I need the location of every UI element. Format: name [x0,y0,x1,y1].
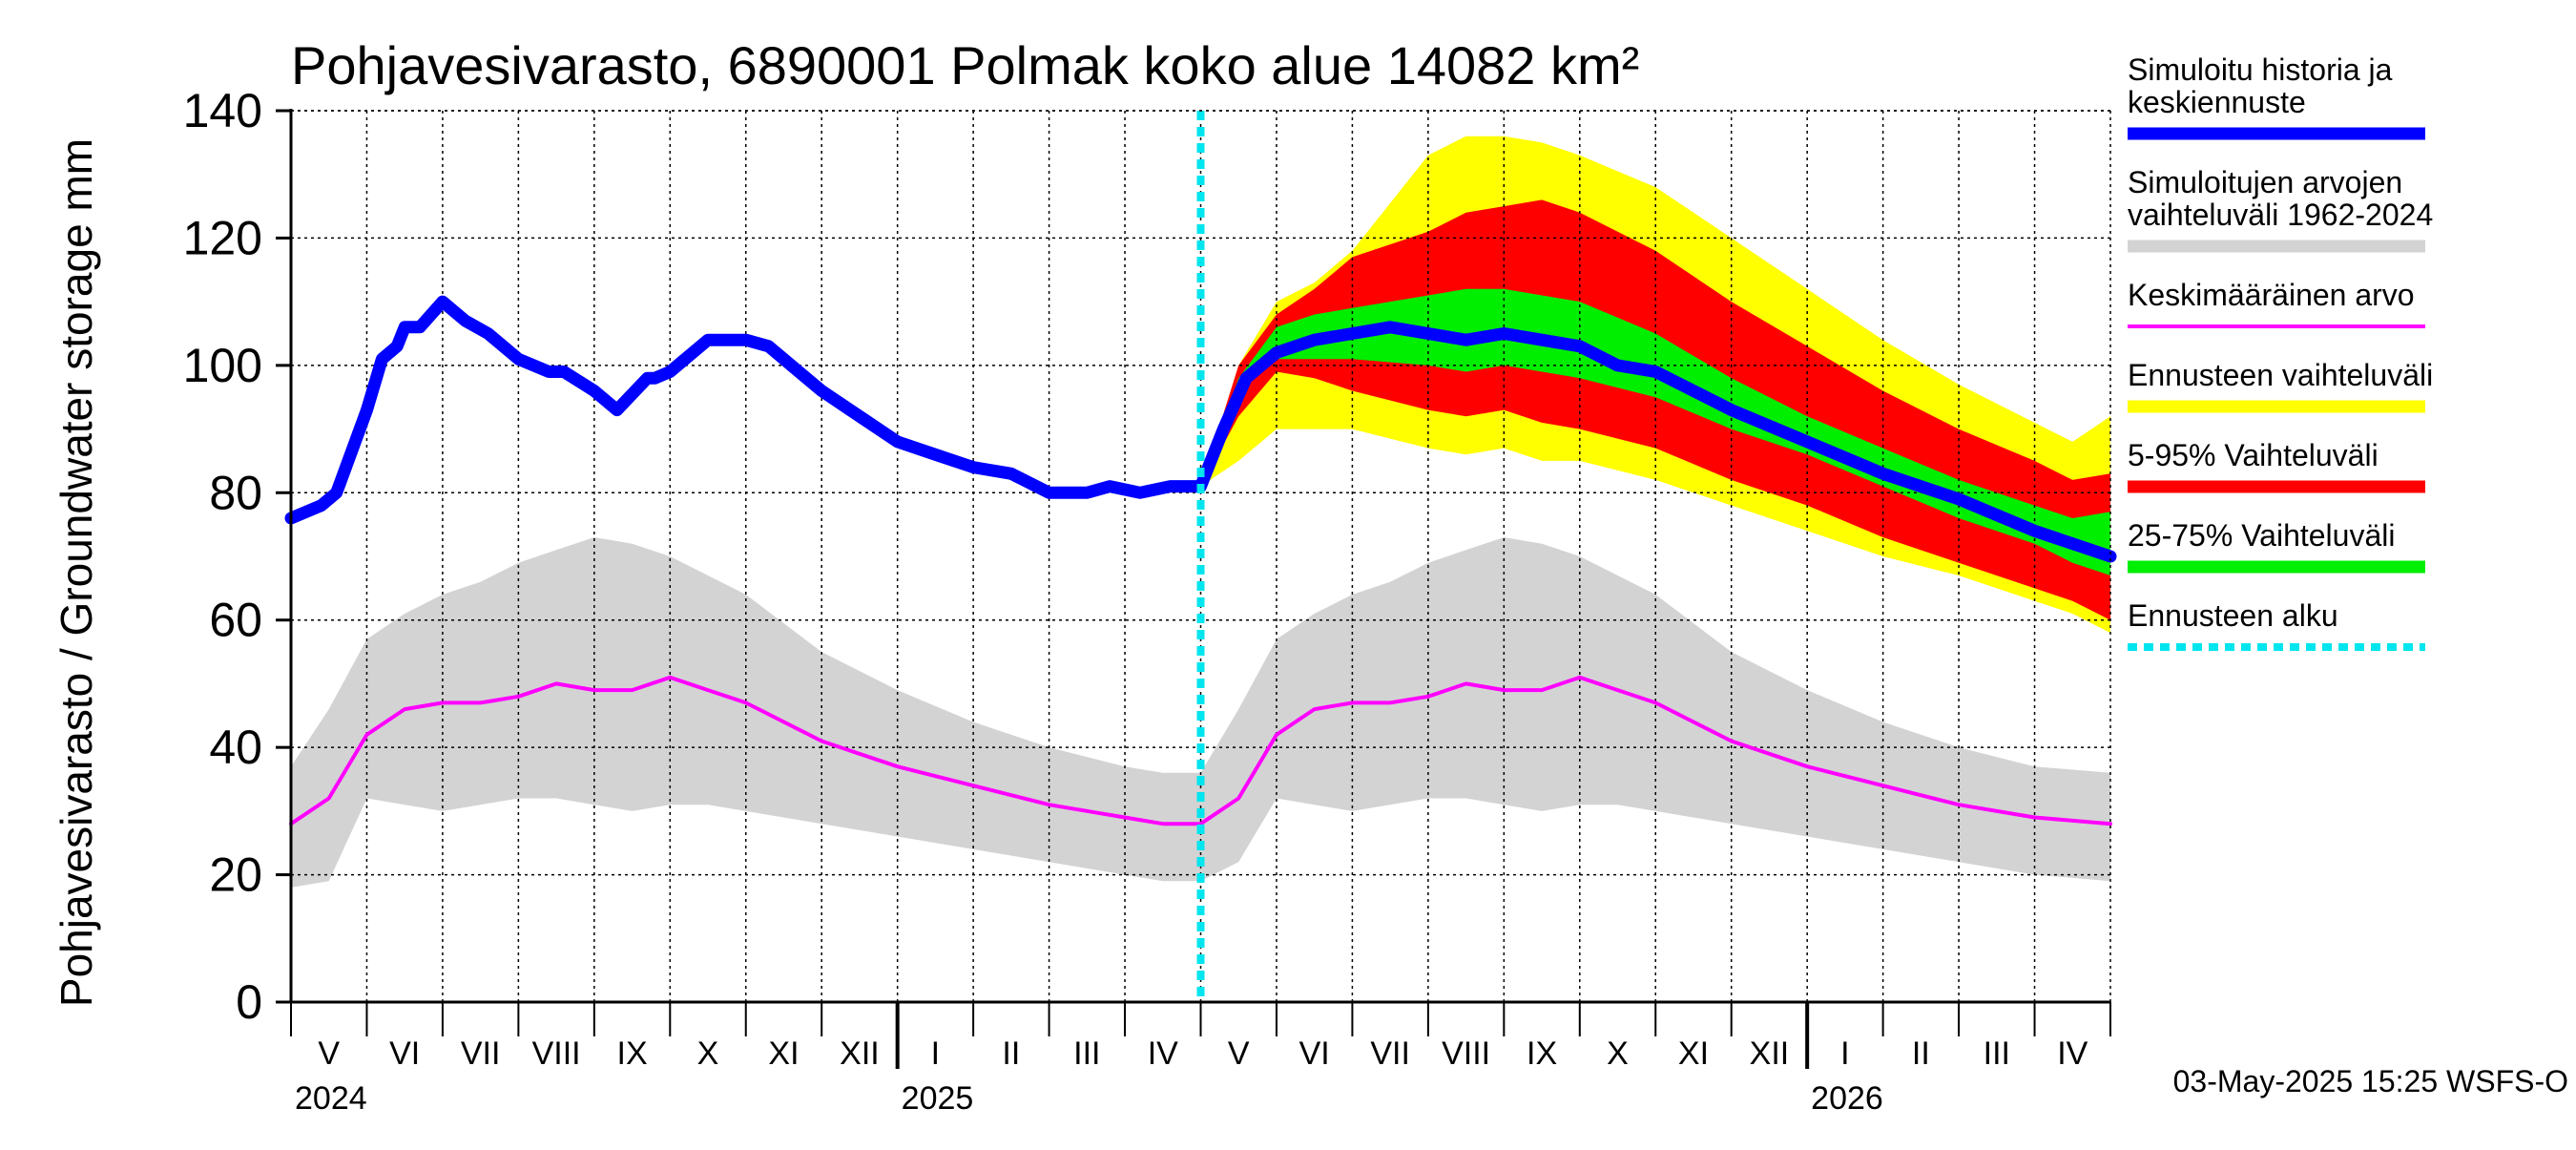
timestamp-footer: 03-May-2025 15:25 WSFS-O [2173,1064,2568,1098]
legend-label-range: Simuloitujen arvojen [2128,165,2402,199]
simulated-line [284,295,2117,563]
x-year-label-2024: 2024 [295,1080,367,1117]
y-tick-label-120: 120 [183,211,262,264]
x-month-label-10: III [1073,1035,1100,1072]
y-tick-label-20: 20 [209,848,262,902]
x-month-label-13: VI [1299,1035,1330,1072]
legend-label-sim-1: keskiennuste [2128,85,2306,119]
legend-label-mean: Keskimääräinen arvo [2128,278,2415,312]
x-month-label-9: II [1002,1035,1020,1072]
x-year-label-2025: 2025 [902,1080,974,1117]
legend-label-sim: Simuloitu historia ja [2128,52,2393,87]
x-month-label-2: VII [461,1035,501,1072]
legend-label-range-1: vaihteluväli 1962-2024 [2128,198,2433,232]
x-month-label-0: V [318,1035,340,1072]
y-tick-label-0: 0 [236,975,262,1029]
x-month-label-14: VII [1370,1035,1410,1072]
chart-title: Pohjavesivarasto, 6890001 Polmak koko al… [291,35,1639,95]
x-month-label-15: VIII [1442,1035,1490,1072]
x-month-label-1: VI [389,1035,420,1072]
y-axis-label: Pohjavesivarasto / Groundwater storage m… [52,138,101,1007]
y-tick-label-80: 80 [209,466,262,519]
legend-label-p5_95: 5-95% Vaihteluväli [2128,438,2379,472]
legend-label-fc_start: Ennusteen alku [2128,598,2338,633]
y-tick-label-40: 40 [209,721,262,774]
x-month-label-6: XI [768,1035,799,1072]
x-month-label-3: VIII [532,1035,581,1072]
x-month-label-4: IX [617,1035,648,1072]
x-month-label-17: X [1607,1035,1629,1072]
x-month-label-22: III [1984,1035,2010,1072]
lines-layer [284,111,2117,1002]
y-tick-label-140: 140 [183,84,262,137]
legend-label-p25_75: 25-75% Vaihteluväli [2128,518,2395,553]
y-tick-label-60: 60 [209,594,262,647]
x-month-label-23: IV [2057,1035,2088,1072]
x-month-label-5: X [697,1035,719,1072]
x-month-label-20: I [1840,1035,1849,1072]
x-month-label-12: V [1228,1035,1250,1072]
x-month-label-21: II [1912,1035,1930,1072]
x-month-label-16: IX [1527,1035,1557,1072]
x-month-label-11: IV [1148,1035,1178,1072]
y-tick-label-100: 100 [183,339,262,392]
x-month-label-8: I [931,1035,940,1072]
x-month-label-18: XI [1678,1035,1709,1072]
mean-line [289,675,2112,826]
legend-label-fc_range: Ennusteen vaihteluväli [2128,358,2433,392]
x-year-label-2026: 2026 [1811,1080,1883,1117]
x-month-label-7: XII [840,1035,880,1072]
x-month-label-19: XII [1750,1035,1790,1072]
